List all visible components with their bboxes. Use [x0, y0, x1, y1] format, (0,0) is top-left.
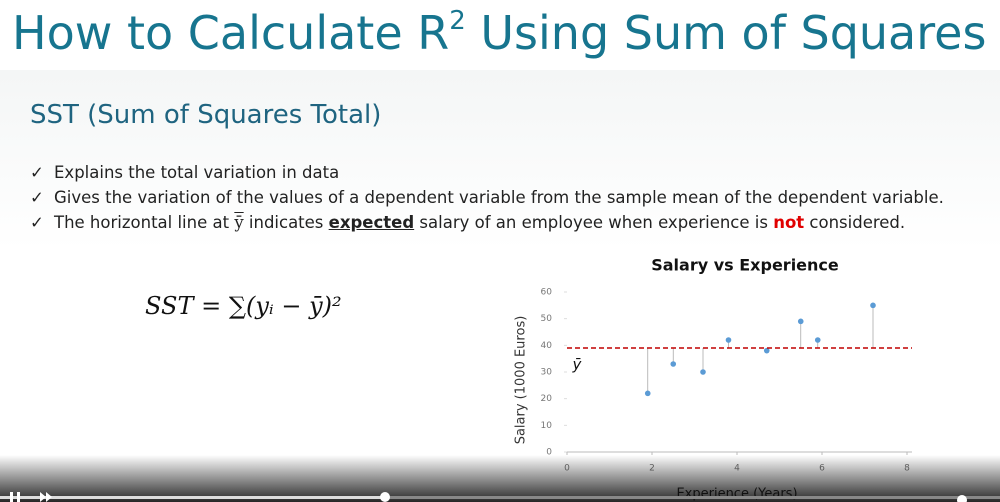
y-tick-label: 10 — [541, 421, 553, 431]
title-sup: 2 — [449, 6, 466, 36]
bullet-text: Explains the total variation in data — [54, 163, 340, 182]
y-tick-label: 30 — [541, 368, 553, 378]
y-axis-label: Salary (1000 Euros) — [514, 316, 529, 445]
bullet-text: considered. — [804, 213, 906, 232]
formula: SST = ∑(yᵢ − ȳ)² — [145, 292, 342, 320]
title-text: Using Sum of Squares — [465, 6, 987, 60]
bullet: ✓ Explains the total variation in data — [30, 163, 340, 182]
progress-played — [0, 496, 385, 499]
bullet-emphasis: expected — [328, 213, 415, 232]
pause-button[interactable] — [17, 492, 20, 502]
bullet-emphasis: not — [773, 213, 805, 232]
slide-subtitle: SST (Sum of Squares Total) — [30, 100, 382, 130]
bullet-text: The horizontal line at — [54, 213, 235, 232]
mean-label: ȳ — [572, 356, 583, 374]
point — [763, 347, 770, 354]
point — [670, 361, 677, 367]
bullet: ✓ Gives the variation of the values of a … — [30, 188, 944, 207]
skip-button[interactable] — [40, 492, 52, 502]
point — [725, 337, 732, 343]
y-tick-label: 60 — [541, 288, 553, 298]
progress-handle[interactable] — [380, 492, 390, 502]
y-tick-label: 20 — [541, 394, 553, 404]
controls-shade — [0, 455, 1000, 502]
bullet-text: indicates — [243, 213, 329, 232]
point — [644, 390, 651, 397]
bullet: ✓ The horizontal line at ȳ indicates expe… — [30, 213, 906, 232]
point — [814, 337, 821, 343]
point — [870, 302, 876, 309]
slide-title: How to Calculate R2 Using Sum of Squares — [12, 6, 986, 60]
progress-track[interactable] — [0, 496, 1000, 499]
bullet-text: salary of an employee when experience is — [414, 213, 774, 232]
settings-button[interactable] — [957, 495, 967, 502]
y-tick-label: 0 — [546, 448, 552, 458]
point — [797, 318, 804, 325]
pause-button[interactable] — [10, 492, 13, 502]
y-tick-label: 50 — [541, 314, 553, 324]
background-band — [0, 70, 1000, 250]
chart-title: Salary vs Experience — [651, 256, 839, 275]
title-text: How to Calculate R — [12, 6, 450, 60]
point — [700, 369, 706, 375]
bullet-symbol: ȳ — [234, 213, 244, 232]
y-tick-label: 40 — [541, 341, 553, 351]
bullet-text: Gives the variation of the values of a d… — [54, 188, 944, 207]
